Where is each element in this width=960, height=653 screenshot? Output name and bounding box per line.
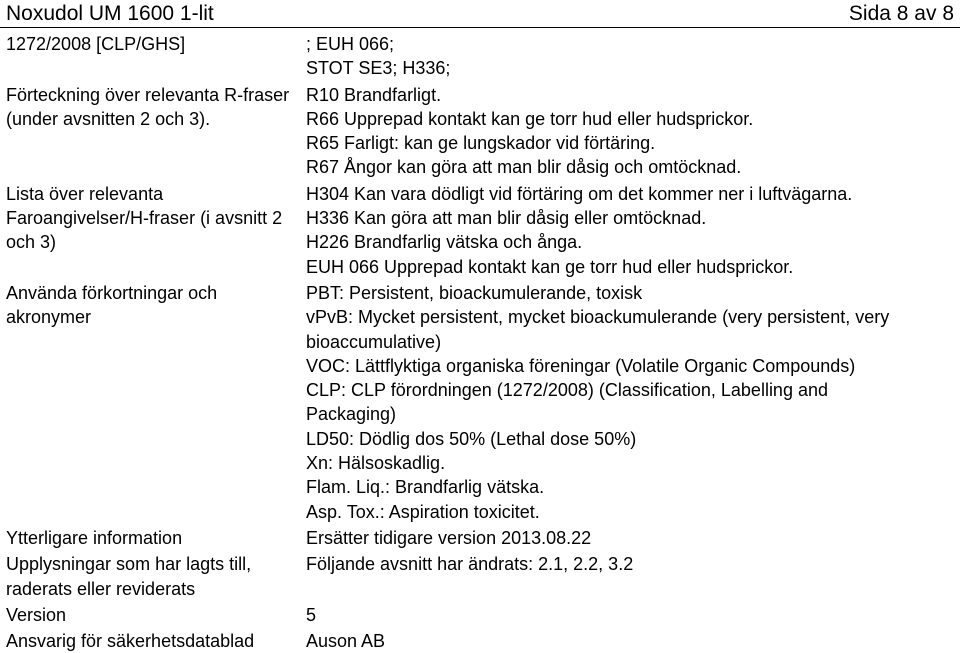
label-line: Ansvarig för säkerhetsdatablad — [6, 629, 296, 653]
field-label: Ytterligare information — [6, 526, 306, 550]
value-line: 5 — [306, 603, 954, 627]
field-label: Lista över relevanta Faroangivelser/H-fr… — [6, 182, 306, 255]
field-value: 5 — [306, 603, 954, 627]
value-line: Flam. Liq.: Brandfarlig vätska. — [306, 475, 954, 499]
field-label: Använda förkortningar och akronymer — [6, 281, 306, 330]
value-line: Följande avsnitt har ändrats: 2.1, 2.2, … — [306, 552, 954, 576]
value-line: R65 Farligt: kan ge lungskador vid förtä… — [306, 131, 954, 155]
value-line: Asp. Tox.: Aspiration toxicitet. — [306, 500, 954, 524]
value-line: R67 Ångor kan göra att man blir dåsig oc… — [306, 155, 954, 179]
value-line: H304 Kan vara dödligt vid förtäring om d… — [306, 182, 954, 206]
label-line: Faroangivelser/H-fraser (i avsnitt 2 — [6, 206, 296, 230]
value-line: STOT SE3; H336; — [306, 56, 954, 80]
label-line: Upplysningar som har lagts till, — [6, 552, 296, 576]
value-line: bioaccumulative) — [306, 330, 954, 354]
page-indicator: Sida 8 av 8 — [849, 2, 954, 26]
value-line: vPvB: Mycket persistent, mycket bioackum… — [306, 305, 954, 329]
label-line: raderats eller reviderats — [6, 577, 296, 601]
value-line: PBT: Persistent, bioackumulerande, toxis… — [306, 281, 954, 305]
label-line: akronymer — [6, 305, 296, 329]
field-label: Förteckning över relevanta R-fraser (und… — [6, 83, 306, 132]
value-line: CLP: CLP förordningen (1272/2008) (Class… — [306, 378, 954, 402]
value-line: Packaging) — [306, 402, 954, 426]
label-line: och 3) — [6, 230, 296, 254]
field-row: Ansvarig för säkerhetsdatablad Auson AB — [6, 629, 954, 653]
document-page: Noxudol UM 1600 1-lit Sida 8 av 8 1272/2… — [0, 0, 960, 631]
value-line: LD50: Dödlig dos 50% (Lethal dose 50%) — [306, 427, 954, 451]
value-line: Ersätter tidigare version 2013.08.22 — [306, 526, 954, 550]
document-body: 1272/2008 [CLP/GHS] ; EUH 066; STOT SE3;… — [0, 28, 960, 653]
field-label: Ansvarig för säkerhetsdatablad — [6, 629, 306, 653]
field-row: Lista över relevanta Faroangivelser/H-fr… — [6, 182, 954, 279]
field-value: PBT: Persistent, bioackumulerande, toxis… — [306, 281, 954, 524]
label-line: Förteckning över relevanta R-fraser — [6, 83, 296, 107]
value-line: ; EUH 066; — [306, 32, 954, 56]
field-row: Använda förkortningar och akronymer PBT:… — [6, 281, 954, 524]
field-label: Version — [6, 603, 306, 627]
label-line: Ytterligare information — [6, 526, 296, 550]
value-line: R10 Brandfarligt. — [306, 83, 954, 107]
document-header: Noxudol UM 1600 1-lit Sida 8 av 8 — [0, 0, 960, 28]
label-line: Version — [6, 603, 296, 627]
value-line: H226 Brandfarlig vätska och ånga. — [306, 230, 954, 254]
field-value: Auson AB — [306, 629, 954, 653]
value-line: VOC: Lättflyktiga organiska föreningar (… — [306, 354, 954, 378]
label-line: Använda förkortningar och — [6, 281, 296, 305]
value-line: Xn: Hälsoskadlig. — [306, 451, 954, 475]
value-line: H336 Kan göra att man blir dåsig eller o… — [306, 206, 954, 230]
value-line: EUH 066 Upprepad kontakt kan ge torr hud… — [306, 255, 954, 279]
field-row: Ytterligare information Ersätter tidigar… — [6, 526, 954, 550]
field-row: Förteckning över relevanta R-fraser (und… — [6, 83, 954, 180]
field-value: ; EUH 066; STOT SE3; H336; — [306, 32, 954, 81]
field-row: 1272/2008 [CLP/GHS] ; EUH 066; STOT SE3;… — [6, 32, 954, 81]
field-value: Ersätter tidigare version 2013.08.22 — [306, 526, 954, 550]
field-row: Upplysningar som har lagts till, raderat… — [6, 552, 954, 601]
field-label: Upplysningar som har lagts till, raderat… — [6, 552, 306, 601]
field-value: H304 Kan vara dödligt vid förtäring om d… — [306, 182, 954, 279]
label-line: (under avsnitten 2 och 3). — [6, 107, 296, 131]
document-title: Noxudol UM 1600 1-lit — [6, 2, 214, 26]
label-line: 1272/2008 [CLP/GHS] — [6, 32, 296, 56]
field-value: Följande avsnitt har ändrats: 2.1, 2.2, … — [306, 552, 954, 576]
value-line: R66 Upprepad kontakt kan ge torr hud ell… — [306, 107, 954, 131]
field-label: 1272/2008 [CLP/GHS] — [6, 32, 306, 56]
value-line: Auson AB — [306, 629, 954, 653]
field-row: Version 5 — [6, 603, 954, 627]
field-value: R10 Brandfarligt. R66 Upprepad kontakt k… — [306, 83, 954, 180]
label-line: Lista över relevanta — [6, 182, 296, 206]
